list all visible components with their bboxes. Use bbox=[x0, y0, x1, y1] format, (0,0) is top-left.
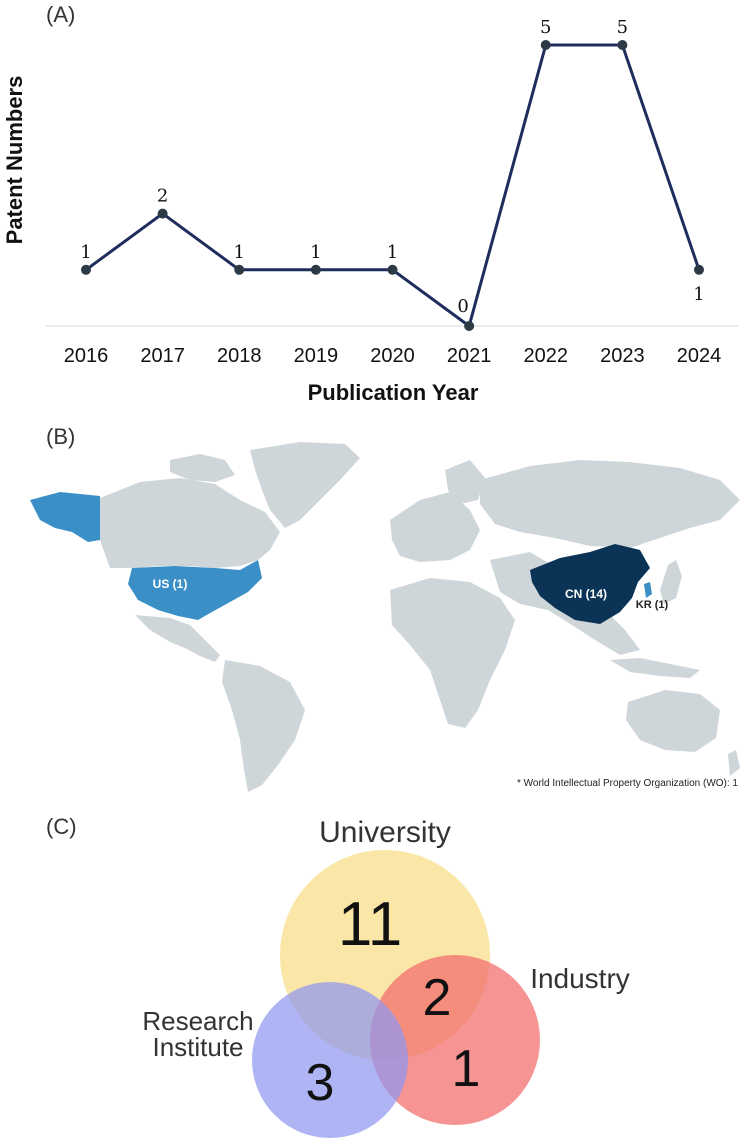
x-tick-label: 2022 bbox=[524, 345, 569, 367]
panel-b-label: (B) bbox=[46, 424, 76, 449]
line-chart: 1 2016 2 2017 1 2018 1 2019 1 2020 0 2021 5 2022 5 2023… bbox=[2, 17, 738, 405]
data-point bbox=[81, 264, 91, 275]
data-point bbox=[464, 321, 475, 331]
x-tick-label: 2023 bbox=[600, 345, 645, 367]
industry-circle bbox=[370, 955, 540, 1125]
data-point bbox=[617, 40, 628, 50]
venn-value-research-institute: 3 bbox=[306, 1054, 335, 1112]
us-label: US (1) bbox=[153, 577, 188, 591]
data-label: 1 bbox=[693, 284, 704, 305]
usa-shape bbox=[128, 560, 262, 620]
data-label: 2 bbox=[157, 186, 168, 207]
panel-c-label: (C) bbox=[46, 814, 77, 839]
panel-a-label: (A) bbox=[46, 2, 76, 27]
data-label: 1 bbox=[310, 242, 321, 263]
venn-value-industry: 1 bbox=[452, 1040, 481, 1098]
map-footnote: * World Intellectual Property Organizati… bbox=[517, 778, 738, 789]
data-label: 5 bbox=[617, 17, 628, 38]
indonesia-shape bbox=[610, 658, 700, 678]
greenland-shape bbox=[250, 442, 360, 528]
data-point bbox=[694, 264, 704, 275]
industry-label: Industry bbox=[530, 963, 630, 994]
research-institute-label-line1: Research bbox=[142, 1006, 253, 1036]
data-point bbox=[387, 264, 398, 275]
panel-a: (A) 1 2016 2 2017 1 2018 1 2019 1 2020 0 2021 5 2022 5… bbox=[0, 0, 756, 420]
data-point bbox=[157, 208, 168, 219]
data-label: 0 bbox=[457, 296, 468, 317]
land-masses bbox=[100, 442, 740, 792]
series-line bbox=[85, 43, 701, 328]
x-tick-label: 2020 bbox=[370, 345, 415, 367]
x-tick-label: 2018 bbox=[217, 345, 262, 367]
europe-shape bbox=[390, 492, 480, 562]
x-tick-label: 2021 bbox=[447, 345, 492, 367]
south-america-shape bbox=[222, 660, 305, 792]
data-label: 1 bbox=[80, 242, 91, 263]
panel-c: (C) University Industry Research Institu… bbox=[0, 800, 756, 1143]
venn-value-university: 11 bbox=[338, 890, 402, 959]
australia-shape bbox=[626, 690, 720, 752]
new-zealand-shape bbox=[728, 750, 740, 776]
japan-shape bbox=[660, 560, 682, 604]
data-point bbox=[234, 264, 245, 275]
data-point bbox=[310, 264, 321, 275]
arctic-islands-shape bbox=[170, 454, 235, 482]
x-tick-label: 2017 bbox=[140, 345, 185, 367]
panel-b: (B) bbox=[0, 420, 756, 800]
x-tick-label: 2019 bbox=[294, 345, 339, 367]
africa-shape bbox=[390, 578, 515, 728]
cn-label: CN (14) bbox=[565, 587, 607, 601]
data-label: 5 bbox=[540, 17, 551, 38]
data-point bbox=[540, 40, 551, 50]
north-asia-shape bbox=[480, 460, 740, 548]
y-axis-title: Patent Numbers bbox=[2, 76, 27, 245]
central-america-shape bbox=[135, 615, 220, 662]
scandinavia-shape bbox=[445, 460, 485, 504]
x-axis-title: Publication Year bbox=[308, 380, 479, 405]
x-tick-label: 2016 bbox=[64, 345, 109, 367]
data-label: 1 bbox=[234, 242, 245, 263]
research-institute-circle bbox=[252, 982, 408, 1138]
canada-shape bbox=[100, 478, 280, 568]
x-tick-label: 2024 bbox=[677, 345, 722, 367]
alaska-shape bbox=[30, 492, 100, 542]
data-label: 1 bbox=[387, 242, 398, 263]
venn-value-university-industry: 2 bbox=[423, 969, 452, 1027]
venn-diagram: University Industry Research Institute 1… bbox=[142, 816, 630, 1138]
korea-shape bbox=[644, 582, 652, 598]
china-shape bbox=[530, 544, 650, 624]
kr-label: KR (1) bbox=[636, 599, 669, 611]
research-institute-label-line2: Institute bbox=[152, 1032, 243, 1062]
world-map: US (1) CN (14) KR (1) * World Intellectu… bbox=[30, 442, 740, 792]
university-label: University bbox=[319, 816, 451, 849]
